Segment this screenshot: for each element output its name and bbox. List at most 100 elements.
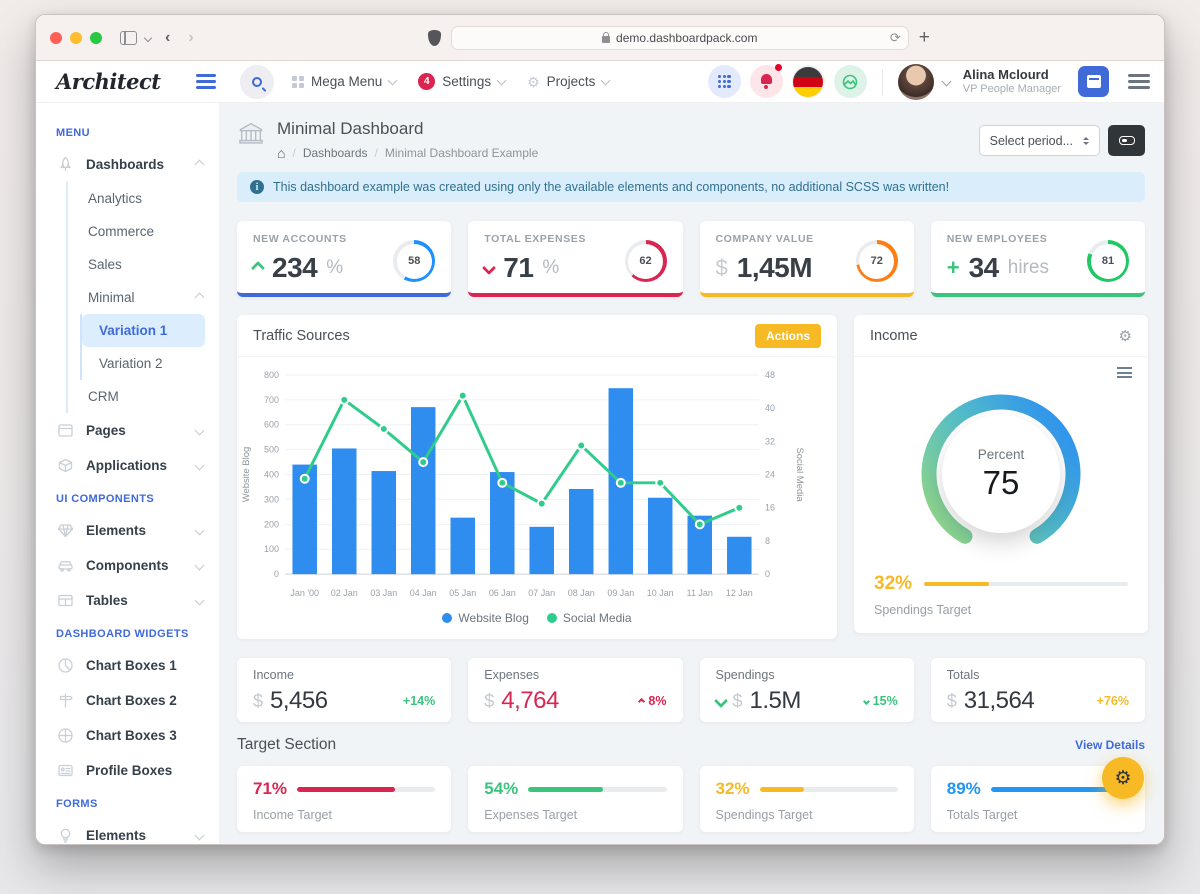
trend-down-icon [862,697,870,705]
back-button[interactable]: ‹ [165,28,171,46]
sidebar-item-applications[interactable]: Applications [36,448,219,483]
home-icon[interactable]: ⌂ [277,145,286,161]
svg-text:500: 500 [264,445,279,455]
view-details-link[interactable]: View Details [1075,738,1145,752]
dollar-prefix: $ [253,690,264,711]
svg-text:12 Jan: 12 Jan [726,588,753,598]
new-tab-button[interactable]: + [918,26,930,48]
svg-text:05 Jan: 05 Jan [449,588,476,598]
status-button[interactable] [833,65,867,98]
grid-icon [292,75,304,88]
svg-text:100: 100 [264,544,279,554]
page-header: Minimal Dashboard ⌂ / Dashboards / Minim… [237,119,1145,160]
period-select-value: Select period... [989,133,1073,148]
apps-grid-icon [717,75,731,88]
car-icon [57,557,74,574]
settings-fab[interactable]: ⚙ [1102,757,1144,799]
menu-projects[interactable]: ⚙ Projects [527,74,611,89]
toggle-icon [1118,136,1135,145]
svg-text:Jan '00: Jan '00 [290,588,319,598]
period-select[interactable]: Select period... [978,125,1100,156]
chevron-down-icon[interactable] [941,76,952,87]
bank-icon [237,119,265,152]
card-title: Income [870,327,918,344]
legend-website-blog[interactable]: Website Blog [442,611,529,625]
trend-up-icon [638,697,646,705]
sidebar-item-variation-2[interactable]: Variation 2 [99,356,163,371]
apps-button[interactable] [707,65,741,98]
dollar-prefix: $ [484,690,495,711]
sidebar-item-dashboards[interactable]: Dashboards [36,147,219,182]
sidebar-item-crm[interactable]: CRM [88,389,119,404]
minimize-window-icon[interactable] [70,31,82,44]
sidebar-item-minimal[interactable]: Minimal [68,281,219,314]
menu-button[interactable] [1128,74,1150,89]
chevron-down-icon [387,75,398,86]
breadcrumb-dashboards[interactable]: Dashboards [302,146,368,160]
traffic-chart: 0 100 200 300 400 500 600 700 800 0 8 16 24 32 40 48 Jan… [237,357,837,639]
address-bar[interactable]: demo.dashboardpack.com ⟳ [450,25,909,50]
calendar-button[interactable] [1078,66,1109,97]
toggle-button[interactable] [1108,125,1145,156]
menu-mega-menu[interactable]: Mega Menu [292,74,398,89]
sidebar-item-commerce[interactable]: Commerce [88,224,155,239]
landscape-icon [842,74,858,89]
sidebar-toggle-button[interactable] [196,74,216,89]
sidebar-item-tables[interactable]: Tables [36,583,219,618]
svg-text:24: 24 [765,470,775,480]
sidebar-item-components[interactable]: Components [36,548,219,583]
app-navbar: Architect Mega Menu 4 Settings ⚙ Project… [36,61,1164,103]
legend-social-media[interactable]: Social Media [546,611,632,625]
sidebar-item-chart-boxes-2[interactable]: Chart Boxes 2 [36,683,219,718]
percent-gauge: Percent 75 [906,379,1096,569]
sidebar-item-elements[interactable]: Elements [36,513,219,548]
sidebar-item-chart-boxes-1[interactable]: Chart Boxes 1 [36,648,219,683]
info-icon: i [250,180,264,194]
app-logo[interactable]: Architect [56,69,161,94]
stat-card-spendings: Spendings $ 1.5M 15% [699,658,914,722]
dollar-prefix: $ [946,690,957,711]
forward-button[interactable]: › [188,28,194,46]
kpi-card-company-value: COMPANY VALUE $ 1,45M 72 [699,221,914,297]
sidebar-item-sales[interactable]: Sales [88,257,122,272]
table-icon [57,592,74,609]
avatar[interactable] [897,63,934,100]
kpi-progress-ring: 72 [855,240,898,282]
reload-icon[interactable]: ⟳ [889,29,901,45]
breadcrumb: ⌂ / Dashboards / Minimal Dashboard Examp… [277,145,539,161]
search-button[interactable] [240,64,274,99]
sidebar: MENU Dashboards Analytics Commerce Sales… [36,103,219,844]
traffic-lights[interactable] [50,31,102,44]
sidebar-item-variation-1[interactable]: Variation 1 [82,314,205,347]
gear-icon[interactable]: ⚙ [1118,327,1132,345]
svg-text:300: 300 [264,494,279,504]
sidebar-item-form-elements[interactable]: Elements [36,818,219,844]
notifications-button[interactable] [749,64,783,98]
target-card-spendings: 32% Spendings Target [699,766,914,832]
menu-settings[interactable]: 4 Settings [418,73,507,90]
rocket-icon [57,156,74,173]
chevron-down-icon [194,525,205,536]
language-button[interactable] [791,65,825,98]
stat-card-expenses: Expenses $ 4,764 8% [468,658,683,722]
chevron-down-icon[interactable] [143,33,153,42]
sidebar-item-analytics[interactable]: Analytics [88,191,143,206]
kpi-progress-ring: 62 [624,240,667,282]
sidebar-item-profile-boxes[interactable]: Profile Boxes [36,753,219,788]
sidebar-item-pages[interactable]: Pages [36,413,219,448]
svg-text:40: 40 [765,403,775,413]
target-section-header: Target Section View Details [237,736,1145,754]
sidebar-heading-ui-components: UI COMPONENTS [56,493,155,505]
window-icon [57,422,74,439]
chevron-down-icon [194,425,205,436]
traffic-sources-card: Traffic Sources Actions 0 100 200 300 400 500… [237,315,837,639]
close-window-icon[interactable] [50,31,62,44]
zoom-window-icon[interactable] [90,31,102,44]
chart-menu-icon[interactable] [1117,367,1132,378]
signpost-icon [57,692,74,709]
sidebar-item-chart-boxes-3[interactable]: Chart Boxes 3 [36,718,219,753]
privacy-shield-icon[interactable] [427,29,441,46]
actions-button[interactable]: Actions [754,323,821,348]
svg-text:11 Jan: 11 Jan [687,588,713,598]
sidebar-panel-icon[interactable] [120,30,137,45]
